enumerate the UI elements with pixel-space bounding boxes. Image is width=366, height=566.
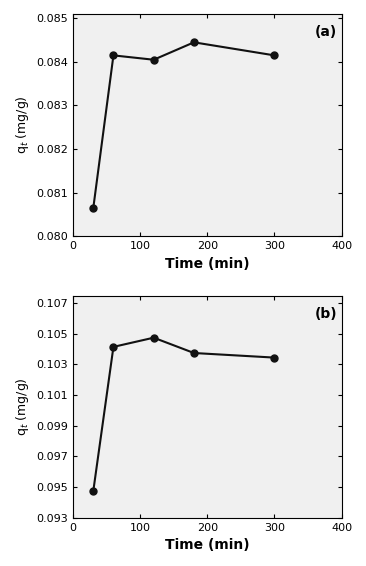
Text: (b): (b) (315, 307, 337, 321)
Y-axis label: q$_t$ (mg/g): q$_t$ (mg/g) (14, 96, 31, 155)
X-axis label: Time (min): Time (min) (165, 256, 250, 271)
X-axis label: Time (min): Time (min) (165, 538, 250, 552)
Y-axis label: q$_t$ (mg/g): q$_t$ (mg/g) (14, 378, 31, 436)
Text: (a): (a) (315, 25, 337, 39)
